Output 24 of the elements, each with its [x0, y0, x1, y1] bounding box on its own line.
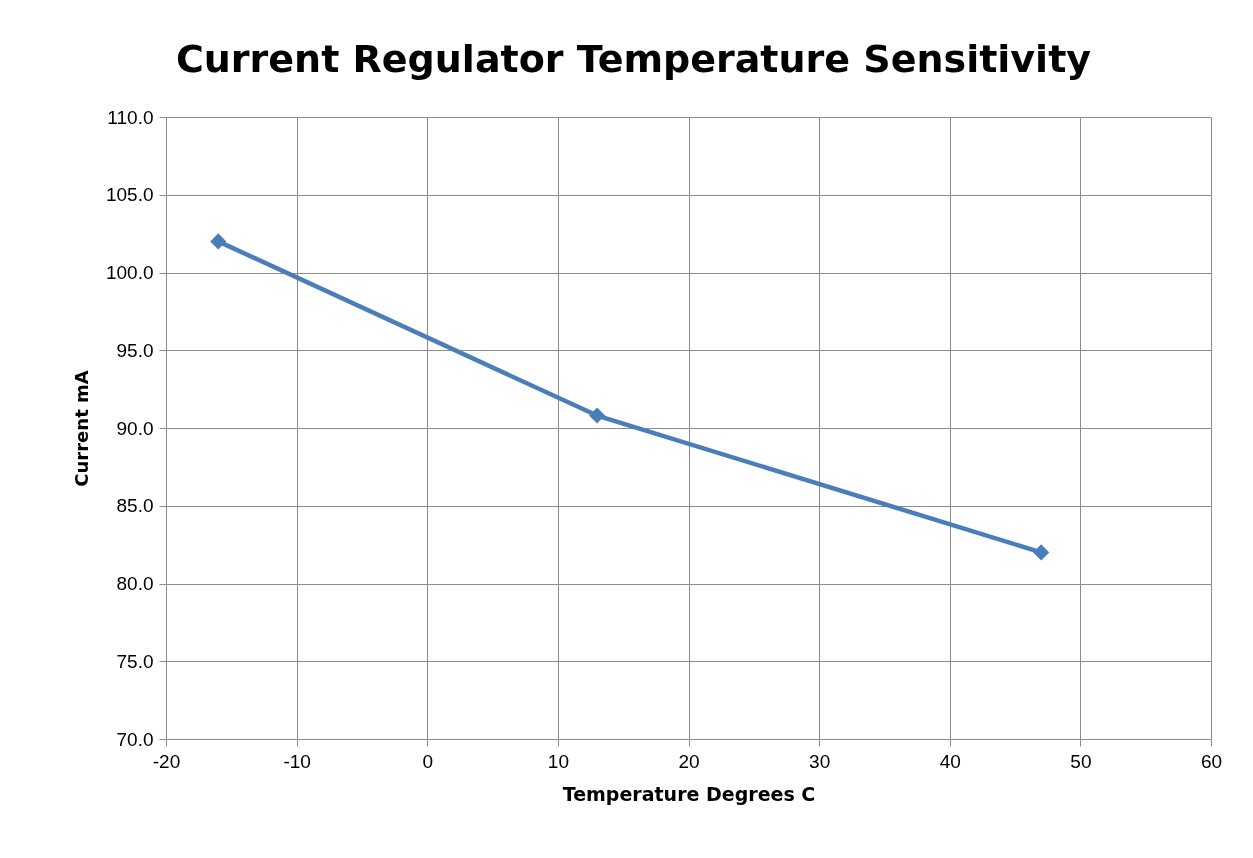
y-tick-label: 75.0: [116, 650, 154, 672]
x-tick-label: -20: [152, 750, 181, 772]
x-tick-label: 20: [678, 750, 700, 772]
x-tick-label: 60: [1200, 750, 1223, 772]
x-tick-label: 10: [547, 750, 569, 772]
y-tick-label: 95.0: [116, 339, 154, 361]
x-tick-label: 30: [809, 750, 831, 772]
y-tick-label: 90.0: [116, 417, 154, 439]
y-tick-label: 100.0: [105, 262, 154, 283]
y-tick-label: 105.0: [105, 184, 154, 206]
x-tick-label: 0: [422, 750, 434, 772]
x-axis-title: Temperature Degrees C: [562, 782, 816, 805]
x-tick-label: 50: [1070, 750, 1092, 772]
point: [589, 407, 606, 424]
y-tick-label: 85.0: [116, 495, 154, 517]
y-axis-title: Current mA: [70, 370, 92, 487]
chart-title: Current Regulator Temperature Sensitivity: [175, 37, 1092, 81]
y-tick-label: 110.0: [107, 106, 154, 128]
point: [210, 233, 227, 250]
y-tick-label: 80.0: [116, 573, 154, 594]
y-tick-label: 70.0: [116, 728, 154, 750]
point: [1033, 544, 1050, 561]
x-tick-label: 40: [939, 750, 961, 772]
x-tick-label: -10: [283, 750, 311, 772]
